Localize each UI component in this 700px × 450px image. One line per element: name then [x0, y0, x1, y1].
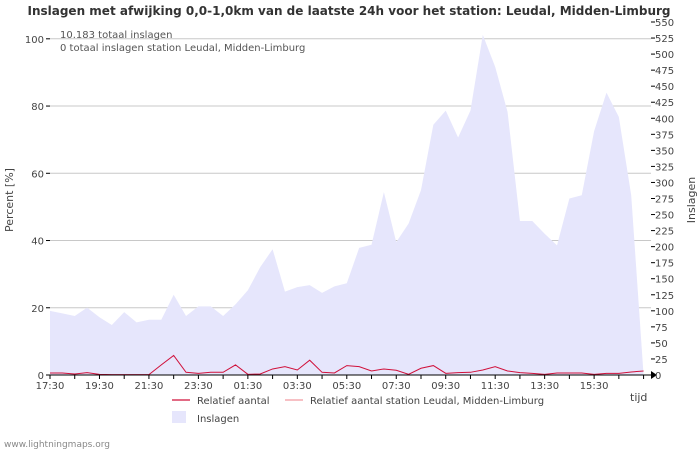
- inslagen-area-layer: [50, 34, 651, 375]
- x-tick-label: 03:30: [283, 381, 312, 392]
- right-tick-label: 100: [655, 307, 674, 318]
- legend-inslagen-swatch: [172, 411, 186, 423]
- legend-relatief-station-label: Relatief aantal station Leudal, Midden-L…: [310, 396, 544, 407]
- x-tick-label: 05:30: [332, 381, 361, 392]
- right-axis-ticks: 0 25 50 75 100 125 150 175 200 225 250 275 300 325 350…: [651, 18, 674, 382]
- right-tick-label: 125: [655, 291, 674, 302]
- right-tick-label: 450: [655, 82, 674, 93]
- right-tick-label: 475: [655, 66, 674, 77]
- right-tick-label: 0: [655, 371, 661, 382]
- left-tick-label: 100: [25, 35, 44, 46]
- chart-title: Inslagen met afwijking 0,0-1,0km van de …: [27, 4, 670, 18]
- left-tick-label: 80: [31, 102, 44, 113]
- inslagen-area: [50, 34, 651, 375]
- x-tick-label: 11:30: [481, 381, 510, 392]
- left-tick-label: 40: [31, 237, 44, 248]
- x-axis-label: tijd: [630, 391, 647, 404]
- right-tick-label: 75: [655, 323, 668, 334]
- right-tick-label: 200: [655, 243, 674, 254]
- right-tick-label: 350: [655, 146, 674, 157]
- right-tick-label: 250: [655, 211, 674, 222]
- x-tick-label: 13:30: [530, 381, 559, 392]
- right-tick-label: 325: [655, 162, 674, 173]
- x-tick-label: 01:30: [233, 381, 262, 392]
- annotation-station-total: 0 totaal inslagen station Leudal, Midden…: [60, 43, 305, 54]
- legend-inslagen-label: Inslagen: [197, 414, 239, 425]
- right-tick-label: 300: [655, 178, 674, 189]
- y-axis-label-right: Inslagen: [685, 177, 698, 223]
- right-tick-label: 500: [655, 50, 674, 61]
- x-tick-label: 09:30: [431, 381, 460, 392]
- left-tick-label: 60: [31, 169, 44, 180]
- right-tick-label: 425: [655, 98, 674, 109]
- legend: Relatief aantal Relatief aantal station …: [172, 396, 544, 425]
- x-tick-label: 17:30: [36, 381, 65, 392]
- right-tick-label: 550: [655, 18, 674, 29]
- right-tick-label: 375: [655, 130, 674, 141]
- right-tick-label: 225: [655, 227, 674, 238]
- y-axis-label-left: Percent [%]: [3, 168, 16, 232]
- x-tick-label: 19:30: [85, 381, 114, 392]
- watermark: www.lightningmaps.org: [4, 440, 110, 450]
- right-tick-label: 50: [655, 339, 668, 350]
- right-tick-label: 25: [655, 355, 668, 366]
- x-tick-label: 07:30: [382, 381, 411, 392]
- right-tick-label: 400: [655, 114, 674, 125]
- right-tick-label: 525: [655, 34, 674, 45]
- x-tick-label: 21:30: [135, 381, 164, 392]
- annotation-total: 10.183 totaal inslagen: [60, 30, 172, 41]
- right-tick-label: 175: [655, 259, 674, 270]
- left-axis-ticks: 0 20 40 60 80 100: [25, 35, 50, 382]
- x-tick-label: 23:30: [184, 381, 213, 392]
- x-axis-ticks: 17:30 19:30 21:30 23:30 01:30 03:30 05:30 07:30…: [36, 375, 645, 392]
- left-tick-label: 20: [31, 304, 44, 315]
- x-tick-label: 15:30: [580, 381, 609, 392]
- legend-relatief-label: Relatief aantal: [197, 396, 270, 407]
- right-tick-label: 150: [655, 275, 674, 286]
- right-tick-label: 275: [655, 195, 674, 206]
- left-tick-label: 0: [38, 371, 44, 382]
